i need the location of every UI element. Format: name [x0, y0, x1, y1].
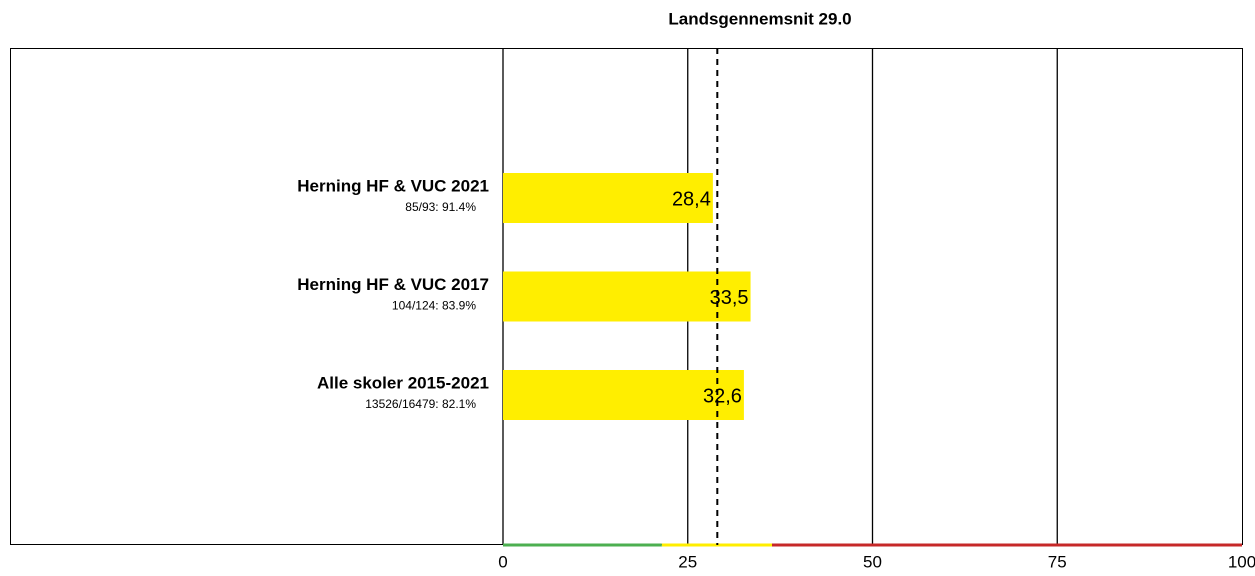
bar	[503, 370, 744, 420]
category-sublabel: 13526/16479: 82.1%	[365, 397, 476, 411]
category-label: Herning HF & VUC 2017	[297, 275, 489, 294]
x-tick-label: 50	[863, 552, 882, 571]
x-tick-label: 100	[1228, 552, 1255, 571]
category-label: Alle skoler 2015-2021	[317, 373, 489, 392]
bar	[503, 271, 751, 322]
x-tick-label: 75	[1048, 552, 1067, 571]
value-label: 33,5	[710, 287, 749, 309]
chart-title: Landsgennemsnit 29.0	[668, 9, 851, 28]
category-label: Herning HF & VUC 2021	[297, 176, 489, 195]
x-tick-label: 0	[498, 552, 507, 571]
value-label: 32,6	[703, 385, 742, 407]
category-sublabel: 85/93: 91.4%	[405, 200, 476, 214]
x-tick-label: 25	[678, 552, 697, 571]
value-label: 28,4	[672, 188, 711, 210]
category-sublabel: 104/124: 83.9%	[392, 299, 476, 313]
bar	[503, 173, 713, 223]
